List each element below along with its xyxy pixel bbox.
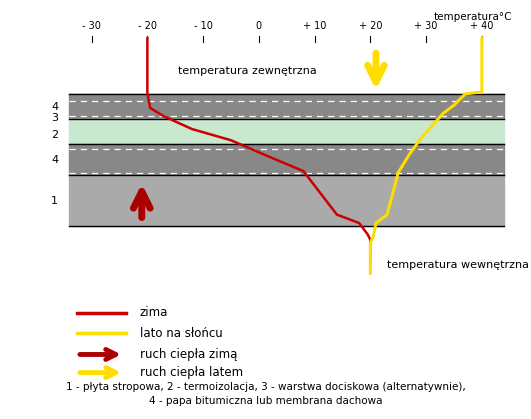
Text: 1: 1 (51, 196, 58, 206)
Text: + 30: + 30 (414, 21, 438, 31)
Text: ruch ciepła latem: ruch ciepła latem (140, 366, 243, 379)
Bar (69, 175, 504, 226)
Text: + 40: + 40 (470, 21, 494, 31)
Text: + 20: + 20 (358, 21, 382, 31)
Text: lato na słońcu: lato na słońcu (140, 327, 222, 340)
Text: 4: 4 (51, 155, 58, 165)
Bar (69, 119, 504, 145)
Text: 1 - płyta stropowa, 2 - termoizolacja, 3 - warstwa dociskowa (alternatywnie),
4 : 1 - płyta stropowa, 2 - termoizolacja, 3… (66, 382, 465, 406)
Text: 0: 0 (256, 21, 262, 31)
Text: temperatura zewnętrzna: temperatura zewnętrzna (178, 66, 317, 76)
Text: zima: zima (140, 306, 168, 320)
Text: + 10: + 10 (303, 21, 327, 31)
Text: ruch ciepła zimą: ruch ciepła zimą (140, 348, 237, 361)
Text: 4: 4 (51, 101, 58, 111)
Text: 2: 2 (51, 129, 58, 140)
Text: temperatura wewnętrzna: temperatura wewnętrzna (387, 259, 529, 269)
Text: 3: 3 (51, 113, 58, 123)
Text: temperatura°C: temperatura°C (434, 12, 512, 22)
Text: - 10: - 10 (194, 21, 212, 31)
Text: - 30: - 30 (82, 21, 101, 31)
Text: - 20: - 20 (138, 21, 157, 31)
Bar (69, 145, 504, 176)
Bar (69, 94, 504, 119)
